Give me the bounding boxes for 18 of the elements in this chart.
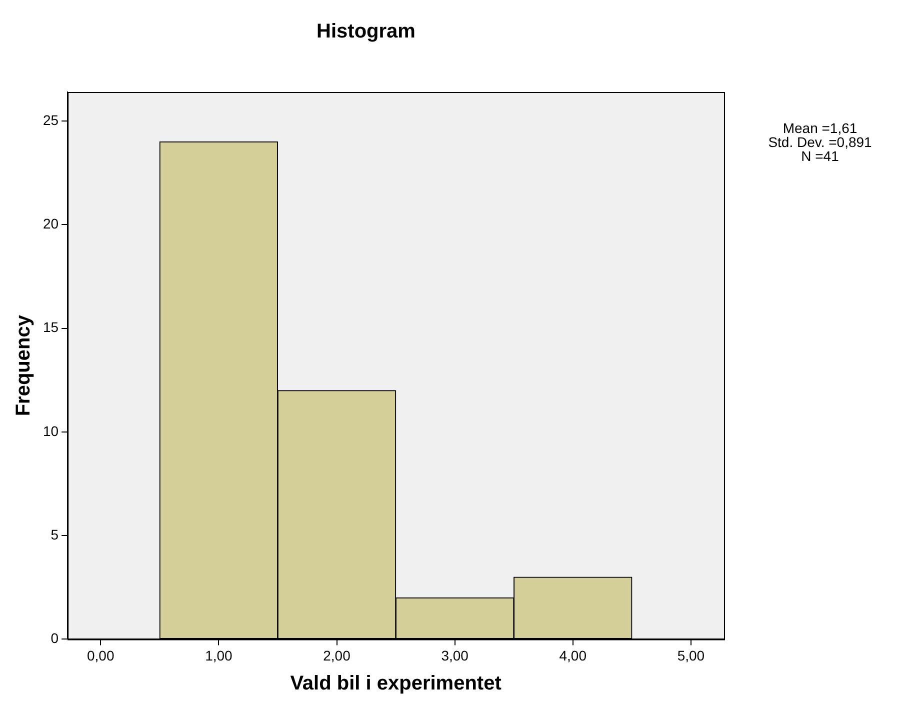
x-tick-label: 5,00 xyxy=(677,647,705,664)
y-tick-label: 20 xyxy=(42,216,59,232)
x-tick-label: 4,00 xyxy=(559,647,587,664)
x-tick-label: 2,00 xyxy=(323,647,351,664)
x-tick-label: 1,00 xyxy=(205,647,233,664)
y-tick-label: 5 xyxy=(50,526,59,542)
x-axis-title: Vald bil i experimentet xyxy=(290,672,502,695)
y-tick-label: 10 xyxy=(42,422,59,439)
chart-title: Histogram xyxy=(316,20,416,43)
text: Mean =1,61 xyxy=(782,120,858,136)
y-tick-label: 25 xyxy=(42,112,59,128)
y-axis-title: Frequency xyxy=(12,314,35,416)
text: Std. Dev. =0,891 xyxy=(768,134,872,150)
y-tick-label: 0 xyxy=(50,630,59,646)
y-tick-label: 15 xyxy=(42,319,59,336)
text: N =41 xyxy=(801,148,840,164)
x-tick-label: 3,00 xyxy=(441,647,469,664)
x-tick-label: 0,00 xyxy=(87,647,114,664)
